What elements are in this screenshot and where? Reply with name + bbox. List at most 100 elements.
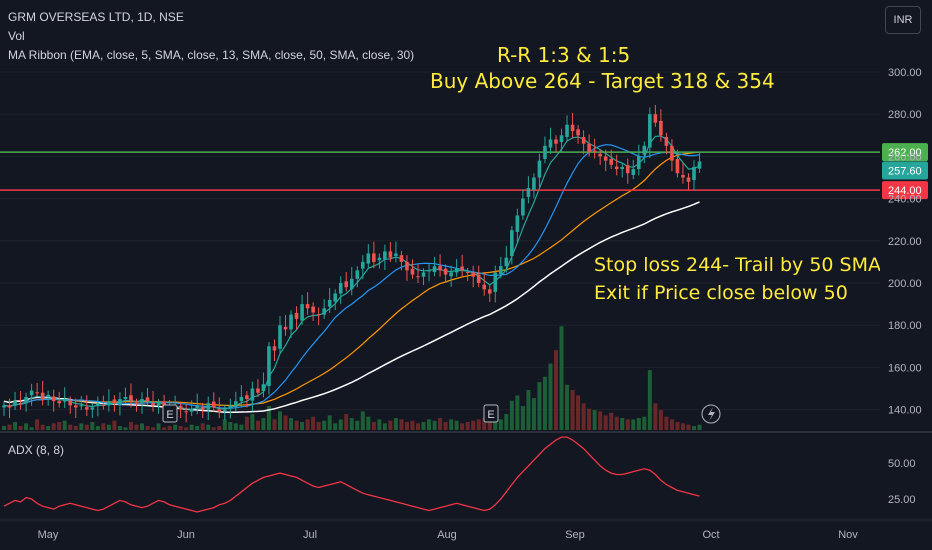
volume-bar — [520, 406, 525, 430]
volume-bar — [587, 408, 592, 430]
volume-bar — [537, 382, 542, 430]
volume-bar — [653, 403, 658, 430]
adx-line — [3, 436, 700, 513]
grid-lines — [0, 71, 932, 521]
volume-bar — [614, 416, 619, 430]
volume-bar — [338, 419, 343, 430]
price-tick-label: 180.00 — [888, 320, 922, 332]
adx-tick-label: 50.00 — [888, 458, 916, 470]
volume-bar — [636, 418, 641, 430]
volume-bar — [239, 424, 244, 430]
candle-body — [366, 253, 371, 264]
candle-body — [637, 156, 641, 170]
candle-body — [256, 388, 260, 393]
volume-bar — [327, 415, 332, 430]
dividend-icon — [701, 404, 721, 424]
volume-bar — [669, 419, 674, 430]
level-badge — [882, 181, 928, 200]
volume-bar — [228, 422, 233, 430]
candle-body — [101, 404, 106, 406]
volume-bar — [311, 416, 316, 430]
candle-body — [394, 253, 398, 256]
candlesticks — [2, 104, 702, 423]
month-label: Jul — [303, 529, 317, 541]
volume-bar — [316, 422, 321, 430]
candle-body — [532, 177, 536, 190]
volume-bar — [686, 424, 691, 430]
candle-body — [18, 402, 23, 404]
candle-body — [614, 166, 619, 170]
candle-body — [112, 399, 117, 404]
volume-bar — [68, 424, 73, 430]
candle-body — [327, 299, 332, 307]
candle-body — [653, 114, 658, 123]
candle-body — [642, 145, 647, 155]
volume-bar — [84, 424, 89, 430]
candle-body — [140, 399, 144, 404]
candle-body — [234, 401, 238, 408]
volume-bar — [344, 414, 349, 430]
volume-bar — [565, 384, 570, 430]
candle-body — [250, 388, 255, 401]
candle-body — [289, 314, 293, 330]
candle-body — [85, 407, 89, 410]
volume-bar — [300, 422, 305, 430]
candle-body — [57, 401, 61, 404]
volume-bar — [35, 419, 40, 430]
price-tick-label: 300.00 — [888, 67, 922, 79]
candle-body — [504, 257, 509, 267]
candle-body — [90, 407, 95, 410]
volume-bar — [211, 427, 216, 430]
volume-bar — [117, 426, 122, 430]
volume-bar — [46, 426, 51, 430]
candle-body — [554, 139, 558, 144]
candle-body — [460, 266, 464, 271]
volume-bar — [294, 420, 299, 430]
price-tick-label: 220.00 — [888, 236, 922, 248]
volume-bar — [29, 427, 34, 430]
candle-body — [421, 272, 426, 277]
volume-bar — [399, 419, 404, 430]
candle-body — [681, 174, 685, 178]
candle-body — [322, 308, 326, 315]
volume-bar — [603, 415, 608, 430]
candle-body — [405, 261, 409, 271]
earnings-marker-box — [483, 404, 499, 423]
candle-body — [361, 261, 365, 269]
candle-body — [510, 230, 514, 256]
volume-bar — [189, 424, 194, 430]
horizontal-levels[interactable]: 262.00 244.00 257.60 — [0, 143, 928, 200]
candle-body — [559, 135, 564, 143]
volume-bar — [493, 416, 498, 430]
currency-button[interactable]: INR — [885, 6, 921, 34]
volume-bar — [498, 419, 503, 430]
candle-body — [123, 396, 128, 400]
price-tick-label: 200.00 — [888, 278, 922, 290]
volume-bar — [476, 419, 481, 430]
volume-bar — [79, 423, 84, 430]
candle-body — [333, 293, 337, 302]
volume-bar — [581, 403, 586, 430]
volume-bar — [504, 414, 509, 430]
volume-bar — [675, 422, 680, 430]
candle-body — [410, 268, 415, 275]
candle-body — [692, 166, 696, 181]
volume-bar — [200, 423, 205, 430]
volume-bar — [261, 418, 266, 430]
candle-body — [570, 124, 575, 132]
candle-body — [482, 284, 487, 290]
earnings-marker-label: E — [166, 409, 173, 421]
level-label: 244.00 — [888, 185, 922, 197]
volume-bar — [631, 419, 636, 430]
volume-bar — [24, 423, 29, 430]
candle-body — [454, 268, 459, 273]
volume-bars — [2, 326, 702, 430]
candle-body — [521, 198, 525, 216]
candle-body — [581, 136, 586, 144]
volume-bar — [388, 420, 393, 430]
candle-body — [659, 120, 663, 136]
candle-body — [648, 114, 652, 148]
candle-body — [13, 401, 17, 406]
